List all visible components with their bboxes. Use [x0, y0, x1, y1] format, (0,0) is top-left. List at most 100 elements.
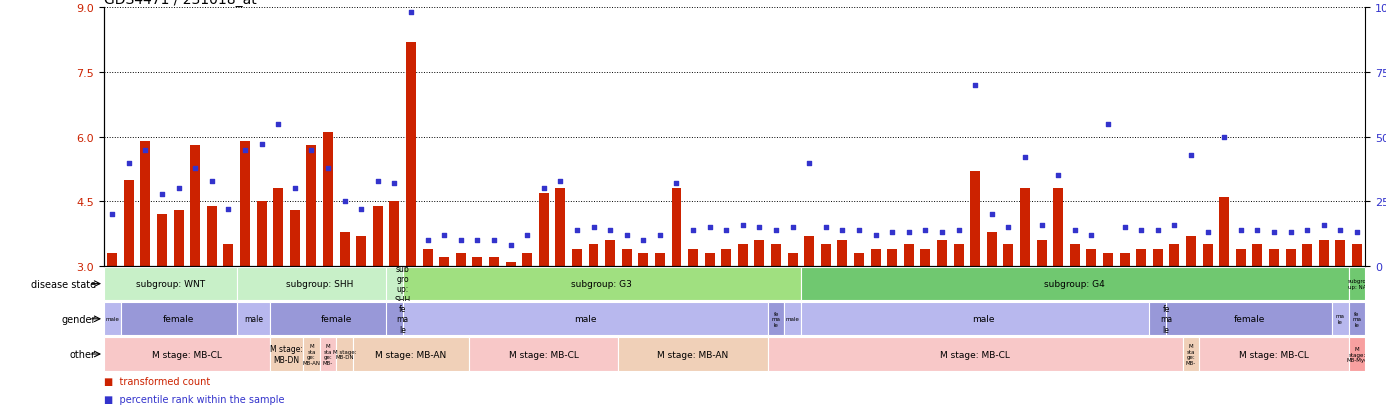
- Point: [848, 227, 870, 234]
- Bar: [1220, 197, 1229, 266]
- Bar: [1332, 303, 1349, 335]
- Text: M
sta
ge:
MB-: M sta ge: MB-: [1186, 343, 1196, 366]
- Bar: [954, 245, 963, 266]
- Bar: [1166, 303, 1332, 335]
- Point: [965, 83, 987, 89]
- Text: male: male: [105, 316, 119, 322]
- Point: [1213, 134, 1235, 141]
- Point: [699, 224, 721, 231]
- Bar: [672, 189, 682, 266]
- Bar: [1253, 245, 1263, 266]
- Bar: [920, 249, 930, 266]
- Text: disease state: disease state: [30, 279, 96, 289]
- Bar: [337, 338, 353, 370]
- Bar: [104, 338, 270, 370]
- Bar: [821, 245, 830, 266]
- Point: [549, 178, 571, 185]
- Point: [1163, 222, 1185, 228]
- Bar: [323, 133, 333, 266]
- Point: [334, 199, 356, 205]
- Bar: [489, 258, 499, 266]
- Bar: [937, 240, 947, 266]
- Bar: [784, 303, 801, 335]
- Text: subgroup: WNT: subgroup: WNT: [136, 280, 205, 288]
- Point: [565, 227, 588, 234]
- Bar: [473, 258, 482, 266]
- Point: [798, 160, 821, 166]
- Point: [865, 232, 887, 239]
- Text: sub
gro
up:
SHH: sub gro up: SHH: [395, 264, 410, 304]
- Text: female: female: [164, 315, 194, 323]
- Text: M
sta
ge:
MB-AN: M sta ge: MB-AN: [302, 343, 320, 366]
- Point: [532, 186, 554, 192]
- Bar: [854, 254, 863, 266]
- Point: [632, 237, 654, 244]
- Text: fe
ma
le: fe ma le: [1160, 304, 1173, 334]
- Point: [432, 232, 455, 239]
- Bar: [606, 240, 615, 266]
- Text: gender: gender: [61, 314, 96, 324]
- Bar: [403, 303, 768, 335]
- Point: [1246, 227, 1268, 234]
- Point: [301, 147, 323, 154]
- Point: [118, 160, 140, 166]
- Text: subgroup: SHH: subgroup: SHH: [286, 280, 353, 288]
- Point: [1313, 222, 1335, 228]
- Bar: [804, 236, 814, 266]
- Bar: [768, 303, 784, 335]
- Bar: [389, 202, 399, 266]
- Bar: [356, 236, 366, 266]
- Point: [582, 224, 604, 231]
- Point: [317, 165, 340, 172]
- Bar: [801, 268, 1349, 300]
- Text: female: female: [320, 315, 352, 323]
- Point: [715, 227, 737, 234]
- Bar: [1303, 245, 1313, 266]
- Text: M stage: MB-CL: M stage: MB-CL: [940, 350, 1010, 358]
- Text: male: male: [574, 315, 596, 323]
- Bar: [1149, 303, 1182, 335]
- Text: M stage:
MB-DN: M stage: MB-DN: [333, 349, 356, 360]
- Bar: [704, 254, 715, 266]
- Bar: [373, 206, 383, 266]
- Bar: [240, 142, 249, 266]
- Text: male: male: [244, 315, 263, 323]
- Bar: [270, 338, 304, 370]
- Text: M stage: MB-AN: M stage: MB-AN: [657, 350, 729, 358]
- Text: fe
ma
le: fe ma le: [396, 304, 409, 334]
- Point: [1015, 155, 1037, 161]
- Point: [998, 224, 1020, 231]
- Bar: [123, 180, 134, 266]
- Text: M stage: MB-AN: M stage: MB-AN: [376, 350, 446, 358]
- Point: [1296, 227, 1318, 234]
- Bar: [768, 338, 1182, 370]
- Point: [499, 242, 521, 249]
- Bar: [1199, 338, 1349, 370]
- Text: male: male: [972, 315, 995, 323]
- Text: GDS4471 / 231018_at: GDS4471 / 231018_at: [104, 0, 256, 7]
- Point: [482, 237, 505, 244]
- Point: [1229, 227, 1252, 234]
- Bar: [870, 249, 880, 266]
- Bar: [1003, 245, 1013, 266]
- Bar: [1053, 189, 1063, 266]
- Point: [151, 191, 173, 197]
- Bar: [1335, 240, 1346, 266]
- Point: [384, 180, 406, 187]
- Bar: [1349, 338, 1365, 370]
- Point: [1279, 230, 1301, 236]
- Bar: [340, 232, 349, 266]
- Bar: [1037, 240, 1046, 266]
- Text: subgro
up: NA: subgro up: NA: [1347, 278, 1367, 290]
- Bar: [353, 338, 468, 370]
- Point: [915, 227, 937, 234]
- Point: [251, 142, 273, 148]
- Bar: [387, 268, 419, 300]
- Bar: [1087, 249, 1096, 266]
- Bar: [1153, 249, 1163, 266]
- Text: M stage: MB-CL: M stage: MB-CL: [1239, 350, 1308, 358]
- Bar: [721, 249, 732, 266]
- Bar: [1286, 249, 1296, 266]
- Point: [284, 186, 306, 192]
- Point: [748, 224, 771, 231]
